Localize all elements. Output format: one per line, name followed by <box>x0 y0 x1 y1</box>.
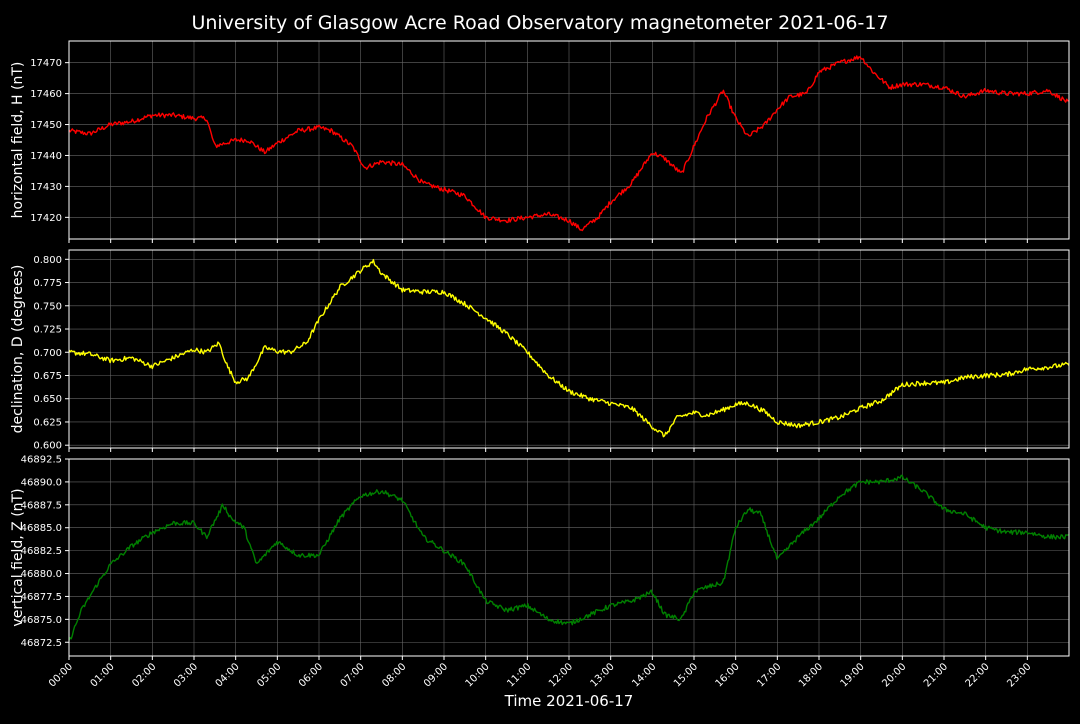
series-line-1 <box>68 55 1070 232</box>
y-tick-label: 17470 <box>30 58 62 69</box>
y-tick-label: 0.725 <box>33 325 62 336</box>
axes-frame <box>68 458 1070 657</box>
chart-title: University of Glasgow Acre Road Observat… <box>191 12 888 34</box>
axes-frame <box>68 249 1070 449</box>
y-tick-label: 0.675 <box>33 371 62 382</box>
y-tick-label: 17430 <box>30 182 62 193</box>
y-tick-label: 46872.5 <box>21 638 62 649</box>
panel-1: 17420 17430 17440 17450 17460 17470 horizontal… <box>10 40 1070 243</box>
y-tick-label: 17420 <box>30 213 62 224</box>
series-line-3 <box>68 474 1070 641</box>
y-tick-label: 46877.5 <box>21 592 62 603</box>
y-axis-label: declination, D (degrees) <box>10 265 26 434</box>
y-tick-label: 46887.5 <box>21 500 62 511</box>
y-axis-label: horizontal field, H (nT) <box>10 62 26 219</box>
y-tick-label: 0.700 <box>33 348 62 359</box>
x-axis-label: Time 2021-06-17 <box>504 692 634 710</box>
y-tick-label: 46890.0 <box>21 477 62 488</box>
y-tick-label: 46885.0 <box>21 523 62 534</box>
axes-frame <box>68 40 1070 240</box>
series-line-2 <box>68 258 1070 438</box>
y-tick-label: 0.650 <box>33 394 62 405</box>
y-tick-label: 17450 <box>30 120 62 131</box>
panel-2: 0.600 0.625 0.650 0.675 0.700 0.725 0.750 0.775… <box>10 249 1070 452</box>
y-tick-label: 0.775 <box>33 278 62 289</box>
y-axis-label: vertical field, Z (nT) <box>10 488 26 626</box>
y-tick-label: 0.800 <box>33 255 62 266</box>
y-tick-label: 46880.0 <box>21 569 62 580</box>
y-tick-label: 0.600 <box>33 441 62 452</box>
y-tick-label: 17440 <box>30 151 62 162</box>
y-tick-label: 46892.5 <box>21 455 62 466</box>
y-tick-label: 17460 <box>30 89 62 100</box>
y-tick-label: 46875.0 <box>21 615 62 626</box>
y-tick-label: 46882.5 <box>21 546 62 557</box>
y-tick-label: 0.750 <box>33 301 62 312</box>
y-tick-label: 0.625 <box>33 417 62 428</box>
